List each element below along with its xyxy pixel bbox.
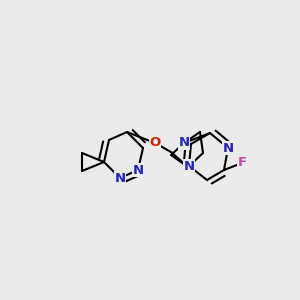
- Text: N: N: [222, 142, 234, 154]
- Text: N: N: [114, 172, 126, 184]
- Text: F: F: [237, 157, 247, 169]
- Text: N: N: [132, 164, 144, 176]
- Text: O: O: [149, 136, 161, 149]
- Text: N: N: [183, 160, 195, 172]
- Text: N: N: [178, 136, 190, 149]
